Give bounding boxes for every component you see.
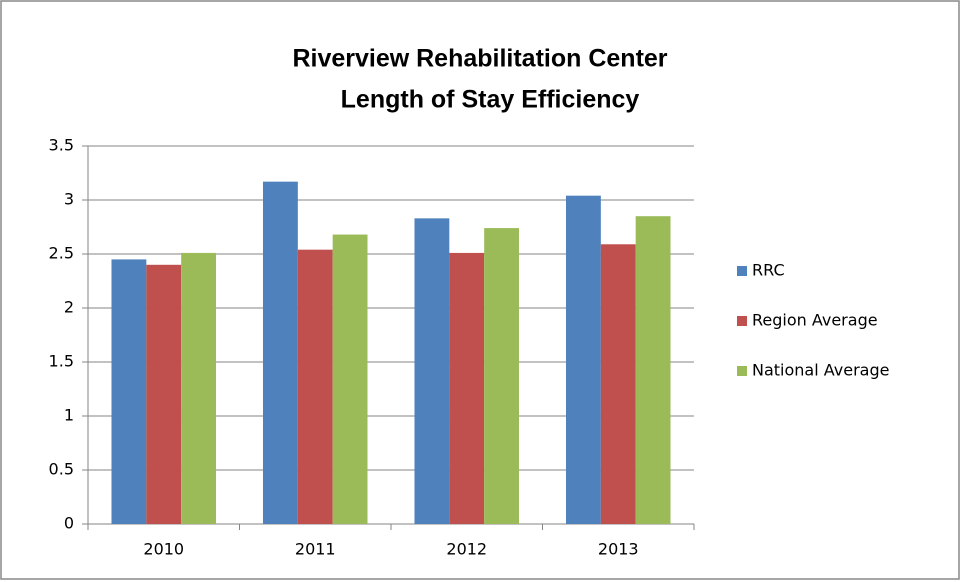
x-tick-label: 2010 — [143, 540, 184, 559]
bar — [111, 259, 147, 524]
bar — [332, 234, 368, 524]
y-tick-label: 3.5 — [49, 136, 74, 155]
bar — [600, 244, 636, 524]
y-tick-label: 1.5 — [49, 352, 74, 371]
y-tick-label: 0.5 — [49, 460, 74, 479]
bar — [635, 216, 671, 524]
y-tick-label: 0 — [64, 514, 74, 533]
bar — [297, 249, 333, 524]
x-tick-label: 2013 — [598, 540, 639, 559]
legend-swatch — [737, 266, 747, 276]
bar — [146, 264, 182, 524]
bar — [449, 252, 485, 525]
bar — [484, 228, 520, 524]
y-tick-label: 3 — [64, 190, 74, 209]
bar — [181, 252, 217, 525]
chart-title: Riverview Rehabilitation Center — [292, 45, 667, 73]
x-tick-label: 2012 — [446, 540, 487, 559]
legend-swatch — [737, 366, 747, 376]
y-tick-label: 1 — [64, 406, 74, 425]
bar — [262, 181, 298, 524]
legend-label: RRC — [752, 261, 785, 280]
x-tick-label: 2011 — [295, 540, 336, 559]
y-tick-label: 2.5 — [49, 244, 74, 263]
legend-label: Region Average — [752, 311, 878, 330]
legend-label: National Average — [752, 361, 889, 380]
legend-swatch — [737, 316, 747, 326]
bar — [565, 195, 601, 524]
chart-title: Length of Stay Efficiency — [341, 86, 640, 114]
y-tick-label: 2 — [64, 298, 74, 317]
bar — [414, 218, 450, 525]
